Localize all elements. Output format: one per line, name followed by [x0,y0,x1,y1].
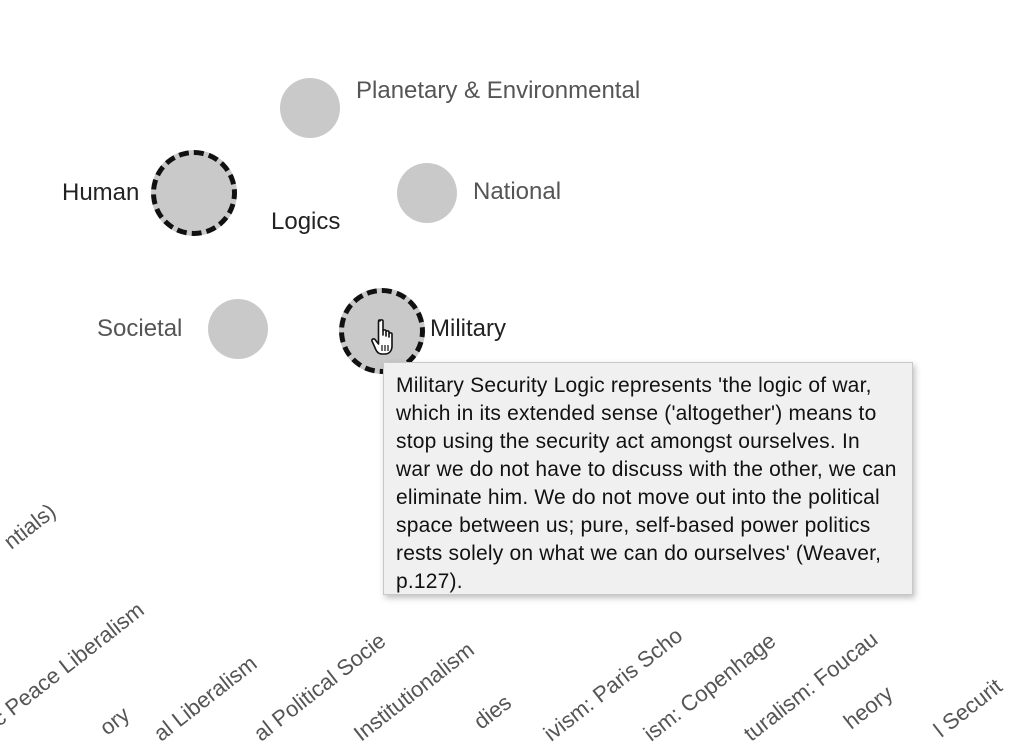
label-logics: Logics [271,208,341,235]
axis-label: heory [838,680,898,735]
label-military: Military [430,315,506,342]
label-societal: Societal [97,315,183,342]
axis-label: l Securit [928,673,1007,743]
tooltip: Military Security Logic represents 'the … [383,362,913,595]
node-planetary-environmental[interactable] [280,78,340,138]
axis-label: ntials) [0,498,61,555]
hand-pointer-icon [371,319,393,355]
node-national[interactable] [397,163,457,223]
label-planetary-environmental: Planetary & Environmental [356,77,641,104]
axis-label: al Liberalism [148,650,262,746]
label-national: National [473,178,562,205]
node-societal[interactable] [208,299,268,359]
node-human[interactable] [151,150,237,236]
node-military[interactable] [339,288,425,374]
label-human: Human [62,179,140,206]
axis-label: ory [94,701,135,741]
axis-label: dies [468,689,516,735]
